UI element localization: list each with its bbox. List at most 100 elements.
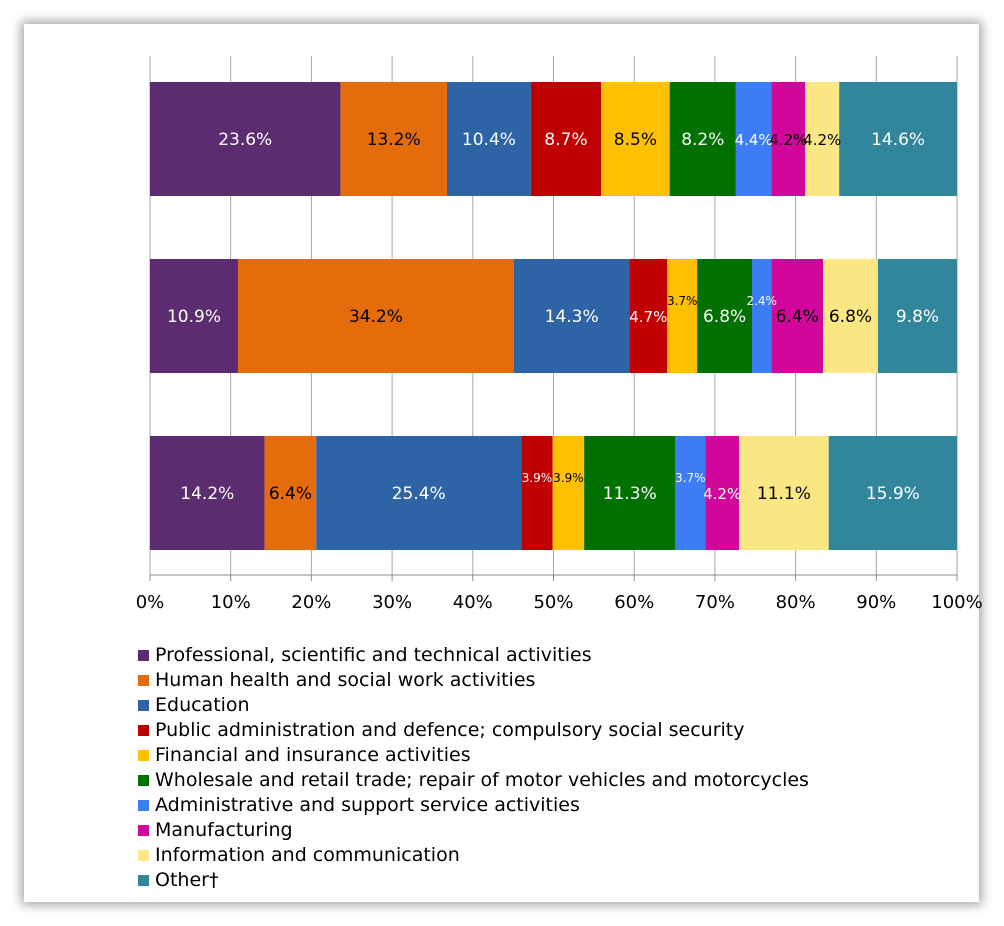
legend-label: Public administration and defence; compu… [155,719,745,741]
legend-label: Other† [155,869,219,891]
legend-label: Education [155,694,250,716]
bar-segment [601,82,670,196]
legend-item: Public administration and defence; compu… [138,718,809,743]
bar-segment [150,82,341,196]
bar-segment [697,259,753,373]
data-label: 2.4% [746,294,777,308]
data-label: 13.2% [367,130,421,150]
bar-segment [530,82,602,196]
x-tick-label: 30% [372,592,412,613]
data-label: 11.1% [757,484,811,504]
legend-item: Information and communication [138,843,809,868]
x-axis: 0% 10% 20% 30% 40% 50% 60% 70% 80% 90% 100% [136,574,983,613]
data-label: 14.3% [545,307,599,327]
x-tick-label: 40% [453,592,493,613]
x-tick-label: 50% [533,592,573,613]
data-label: 6.8% [829,307,872,327]
bar-segment [629,259,668,373]
data-label: 23.6% [218,130,272,150]
bar-segment [675,436,706,550]
bar-segment [739,436,829,550]
legend-swatch [138,875,149,886]
x-tick-label: 70% [695,592,735,613]
data-label: 4.4% [735,131,773,149]
legend-label: Human health and social work activities [155,669,536,691]
bar-segment [340,82,447,196]
bar-segment [150,436,265,550]
bar-segment [771,259,824,373]
data-label: 14.2% [180,484,234,504]
legend-swatch [138,725,149,736]
legend-item: Financial and insurance activities [138,743,809,768]
legend-label: Professional, scientific and technical a… [155,644,592,666]
data-label: 15.9% [866,484,920,504]
bar-segment [669,82,736,196]
x-tick-label: 60% [614,592,654,613]
bar-segment [771,82,806,196]
bar-segment [552,436,585,550]
legend-label: Information and communication [155,844,460,866]
x-tick-label: 100% [931,592,982,613]
data-label: 10.4% [462,130,516,150]
legend-item: Professional, scientific and technical a… [138,643,809,668]
bar-segment [513,259,630,373]
bars [150,82,957,550]
data-label: 4.2% [703,485,741,503]
legend-label: Wholesale and retail trade; repair of mo… [155,769,809,791]
data-label: 10.9% [167,307,221,327]
bar-segment [705,436,740,550]
data-label: 8.2% [681,130,724,150]
x-tick-label: 80% [776,592,816,613]
legend-item: Wholesale and retail trade; repair of mo… [138,768,809,793]
bar-segment [264,436,317,550]
bar-segment [316,436,522,550]
bar-segment [446,82,531,196]
legend-item: Education [138,693,809,718]
data-label: 25.4% [392,484,446,504]
data-label: 8.5% [614,130,657,150]
x-tick-label: 10% [211,592,251,613]
legend-label: Manufacturing [155,819,293,841]
data-label: 3.7% [667,294,698,308]
legend-item: Manufacturing [138,818,809,843]
legend-swatch [138,750,149,761]
bar-segment [667,259,698,373]
data-label: 4.2% [769,131,807,149]
bar-segment [237,259,514,373]
bar-segment [584,436,676,550]
data-labels: 23.6% 13.2% 10.4% 8.7% 8.5% 8.2% 4.4%4.2%4.2% 1… [167,130,939,504]
data-label: 6.4% [776,307,819,327]
legend-label: Financial and insurance activities [155,744,471,766]
data-label: 3.7% [675,471,706,485]
legend-item: Human health and social work activities [138,668,809,693]
legend-item: Administrative and support service activ… [138,793,809,818]
bar-segment [828,436,957,550]
x-tick-label: 0% [136,592,165,613]
bar-segment [839,82,957,196]
legend-swatch [138,650,149,661]
bar-segment [823,259,878,373]
bar-segment [521,436,553,550]
data-label: 11.3% [603,484,657,504]
data-label: 3.9% [522,471,553,485]
x-tick-label: 20% [291,592,331,613]
data-label: 6.4% [269,484,312,504]
data-label: 6.8% [703,307,746,327]
bar-segment [877,259,957,373]
legend-swatch [138,825,149,836]
data-label: 3.9% [553,471,584,485]
data-label: 8.7% [544,130,587,150]
legend-swatch [138,850,149,861]
data-label: 14.6% [871,130,925,150]
legend-item: Other† [138,868,809,893]
legend: Professional, scientific and technical a… [138,643,809,893]
bar-segment [735,82,772,196]
bar-segment [752,259,772,373]
data-label: 4.2% [803,131,841,149]
legend-swatch [138,700,149,711]
bar-segment [805,82,840,196]
legend-swatch [138,775,149,786]
legend-swatch [138,675,149,686]
data-label: 34.2% [349,307,403,327]
